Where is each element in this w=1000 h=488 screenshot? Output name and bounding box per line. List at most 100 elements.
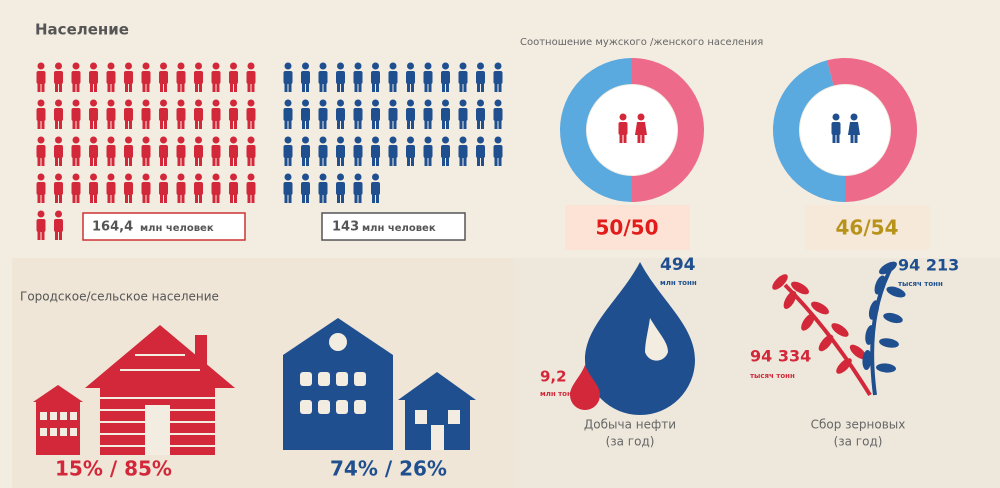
head bbox=[337, 63, 344, 70]
head bbox=[285, 174, 292, 181]
head bbox=[108, 137, 115, 144]
leg bbox=[429, 82, 432, 92]
leg bbox=[495, 156, 498, 166]
leg bbox=[59, 119, 62, 129]
leg bbox=[320, 193, 323, 203]
leg bbox=[337, 82, 340, 92]
leg bbox=[59, 230, 62, 240]
leg bbox=[59, 82, 62, 92]
leg bbox=[411, 156, 414, 166]
leg bbox=[59, 156, 62, 166]
leg bbox=[112, 82, 115, 92]
head bbox=[495, 100, 502, 107]
head bbox=[390, 100, 397, 107]
value: 494 bbox=[660, 255, 696, 275]
head bbox=[230, 174, 237, 181]
head bbox=[285, 63, 292, 70]
leg bbox=[285, 119, 288, 129]
head bbox=[302, 100, 309, 107]
leg bbox=[143, 156, 146, 166]
leg bbox=[285, 156, 288, 166]
leg bbox=[143, 193, 146, 203]
leg bbox=[372, 82, 375, 92]
head bbox=[160, 137, 167, 144]
head bbox=[302, 63, 309, 70]
leg bbox=[359, 82, 362, 92]
head bbox=[460, 63, 467, 70]
leg bbox=[73, 156, 76, 166]
leg bbox=[90, 82, 93, 92]
infographic: Население 164,4 млн человек 143 млн чело… bbox=[0, 0, 1000, 488]
head bbox=[143, 137, 150, 144]
head bbox=[108, 100, 115, 107]
leg bbox=[320, 119, 323, 129]
leg bbox=[160, 119, 163, 129]
head bbox=[460, 100, 467, 107]
leg bbox=[495, 119, 498, 129]
leg bbox=[341, 119, 344, 129]
leg bbox=[234, 193, 237, 203]
leg bbox=[372, 193, 375, 203]
leg bbox=[376, 82, 379, 92]
head bbox=[442, 137, 449, 144]
head bbox=[143, 100, 150, 107]
head bbox=[38, 211, 45, 218]
leg bbox=[495, 82, 498, 92]
leg bbox=[252, 156, 255, 166]
leg bbox=[217, 156, 220, 166]
leg bbox=[90, 119, 93, 129]
head bbox=[178, 100, 185, 107]
leg bbox=[94, 156, 97, 166]
head bbox=[38, 63, 45, 70]
head bbox=[833, 114, 840, 121]
head bbox=[638, 114, 645, 121]
caption: Добыча нефти bbox=[584, 418, 676, 432]
leg bbox=[125, 119, 128, 129]
leg bbox=[407, 119, 410, 129]
head bbox=[125, 100, 132, 107]
head bbox=[425, 63, 432, 70]
leg bbox=[359, 156, 362, 166]
leg bbox=[289, 193, 292, 203]
leg bbox=[38, 193, 41, 203]
head bbox=[55, 137, 62, 144]
head bbox=[108, 63, 115, 70]
leg bbox=[108, 156, 111, 166]
leg bbox=[38, 230, 41, 240]
leg bbox=[160, 82, 163, 92]
head bbox=[125, 174, 132, 181]
leg bbox=[164, 82, 167, 92]
leg bbox=[129, 156, 132, 166]
head bbox=[90, 137, 97, 144]
head bbox=[73, 63, 80, 70]
leg bbox=[143, 82, 146, 92]
leg bbox=[55, 193, 58, 203]
head bbox=[460, 137, 467, 144]
head bbox=[442, 100, 449, 107]
leg bbox=[464, 156, 467, 166]
leg bbox=[230, 193, 233, 203]
leg bbox=[147, 156, 150, 166]
caption: (за год) bbox=[834, 435, 883, 449]
head bbox=[90, 174, 97, 181]
leg bbox=[289, 119, 292, 129]
head bbox=[851, 114, 858, 121]
leg bbox=[289, 156, 292, 166]
head bbox=[390, 137, 397, 144]
leg bbox=[355, 82, 358, 92]
leg bbox=[337, 193, 340, 203]
leg bbox=[306, 82, 309, 92]
leg bbox=[407, 156, 410, 166]
leg bbox=[230, 156, 233, 166]
leg bbox=[642, 133, 645, 143]
head bbox=[425, 137, 432, 144]
section-title: Городское/сельское население bbox=[20, 290, 219, 304]
leg bbox=[38, 156, 41, 166]
leg bbox=[234, 82, 237, 92]
leg bbox=[477, 82, 480, 92]
head bbox=[195, 100, 202, 107]
leg bbox=[55, 156, 58, 166]
head bbox=[125, 137, 132, 144]
head bbox=[178, 137, 185, 144]
leg bbox=[390, 82, 393, 92]
